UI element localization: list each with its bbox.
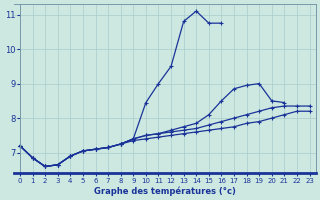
X-axis label: Graphe des températures (°c): Graphe des températures (°c) <box>94 186 236 196</box>
